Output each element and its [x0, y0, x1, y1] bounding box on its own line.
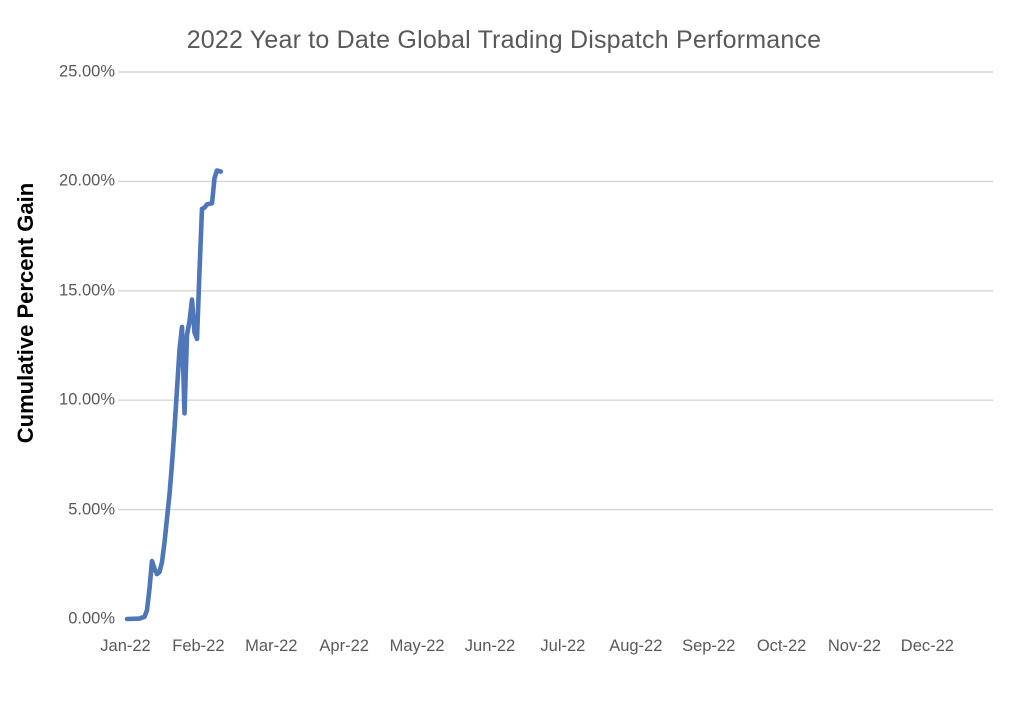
- x-tick-label: May-22: [389, 637, 445, 655]
- y-tick-label: 20.00%: [59, 171, 115, 190]
- performance-line: [124, 168, 224, 622]
- x-tick-label: Oct-22: [756, 637, 807, 655]
- x-tick-label: Mar-22: [245, 637, 298, 655]
- chart-title: 2022 Year to Date Global Trading Dispatc…: [186, 26, 822, 54]
- x-tick-label: Apr-22: [319, 637, 369, 655]
- y-tick-label: 25.00%: [59, 62, 115, 81]
- x-tick-label: Dec-22: [900, 637, 954, 655]
- x-tick-label: Jan-22: [100, 637, 151, 655]
- x-tick-label: Aug-22: [609, 637, 663, 655]
- x-tick-label: Jun-22: [464, 637, 516, 655]
- x-tick-label: Jul-22: [540, 637, 586, 655]
- y-tick-label: 0.00%: [68, 609, 115, 628]
- y-tick-label: 5.00%: [68, 500, 115, 519]
- gridlines: [118, 71, 993, 511]
- x-tick-label: Nov-22: [827, 637, 882, 655]
- y-tick-label: 10.00%: [59, 390, 115, 409]
- x-tick-label: Feb-22: [172, 637, 225, 655]
- y-tick-label: 15.00%: [59, 281, 115, 300]
- x-tick-label: Sep-22: [682, 637, 736, 655]
